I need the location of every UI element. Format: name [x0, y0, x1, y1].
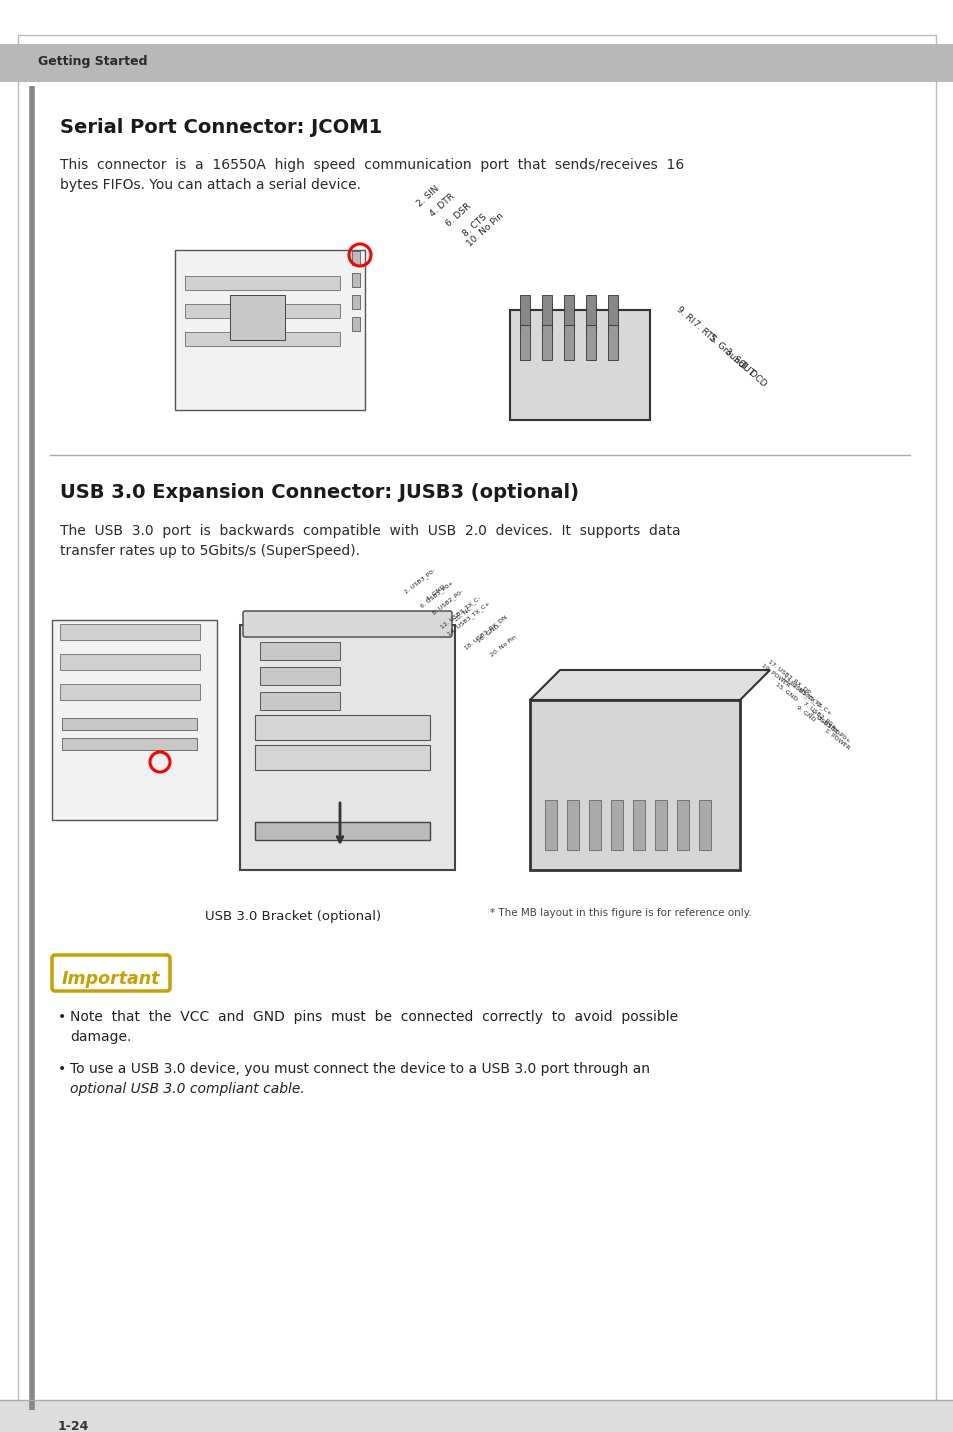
- Text: •: •: [58, 1010, 66, 1024]
- Bar: [60, 684, 200, 700]
- Text: The  USB  3.0  port  is  backwards  compatible  with  USB  2.0  devices.  It  su: The USB 3.0 port is backwards compatible…: [60, 524, 679, 538]
- Bar: [260, 642, 339, 660]
- Text: 14. USB3_TX_C+: 14. USB3_TX_C+: [446, 600, 491, 637]
- Bar: [254, 822, 430, 841]
- Text: 4. DTR: 4. DTR: [428, 192, 456, 218]
- Text: 6. DSR: 6. DSR: [444, 200, 473, 228]
- Text: 11. USB3_TX_C+: 11. USB3_TX_C+: [787, 679, 832, 716]
- Bar: [260, 667, 339, 684]
- Text: bytes FIFOs. You can attach a serial device.: bytes FIFOs. You can attach a serial dev…: [60, 178, 360, 192]
- Text: Note  that  the  VCC  and  GND  pins  must  be  connected  correctly  to  avoid : Note that the VCC and GND pins must be c…: [70, 1010, 678, 1024]
- Text: optional USB 3.0 compliant cable.: optional USB 3.0 compliant cable.: [70, 1083, 304, 1095]
- Bar: [254, 715, 430, 740]
- Text: 8. USB2_P0-: 8. USB2_P0-: [431, 589, 463, 616]
- Text: 3. SOUT: 3. SOUT: [722, 347, 755, 378]
- Bar: [352, 274, 359, 286]
- Bar: [699, 800, 710, 851]
- Bar: [60, 624, 200, 640]
- Text: 5. Ground: 5. Ground: [706, 334, 745, 369]
- Bar: [633, 800, 644, 851]
- Text: 16. GND: 16. GND: [476, 624, 499, 644]
- Bar: [62, 737, 196, 750]
- Text: 8. CTS: 8. CTS: [461, 212, 489, 238]
- Text: 10. NC: 10. NC: [453, 606, 473, 623]
- Text: 20. No Pin: 20. No Pin: [490, 634, 517, 657]
- Bar: [185, 332, 339, 347]
- Bar: [563, 325, 574, 359]
- Text: This  connector  is  a  16550A  high  speed  communication  port  that  sends/re: This connector is a 16550A high speed co…: [60, 158, 683, 172]
- Bar: [260, 692, 339, 710]
- Bar: [185, 304, 339, 318]
- Text: 4. GND: 4. GND: [425, 584, 446, 601]
- Text: 12. USB3_TX_C-: 12. USB3_TX_C-: [439, 596, 481, 630]
- Text: 10. No Pin: 10. No Pin: [464, 211, 504, 248]
- Bar: [0, 1400, 953, 1432]
- Bar: [519, 295, 530, 329]
- Text: 1. POWER: 1. POWER: [822, 727, 849, 750]
- Text: 7. RTS: 7. RTS: [690, 319, 718, 345]
- Text: 17. USB3_RX_DP: 17. USB3_RX_DP: [766, 659, 810, 695]
- Polygon shape: [530, 670, 769, 700]
- Bar: [541, 325, 552, 359]
- Bar: [544, 800, 557, 851]
- Text: USB 3.0 Expansion Connector: JUSB3 (optional): USB 3.0 Expansion Connector: JUSB3 (opti…: [60, 483, 578, 503]
- Text: 6. USB3_P0+: 6. USB3_P0+: [419, 580, 455, 609]
- Bar: [607, 295, 618, 329]
- Text: 3. USB3_P0+: 3. USB3_P0+: [815, 715, 850, 745]
- Text: 9. GND: 9. GND: [794, 705, 815, 723]
- Text: 2. SIN: 2. SIN: [415, 183, 440, 208]
- Text: 5. USB3_P0-: 5. USB3_P0-: [808, 709, 841, 737]
- Bar: [530, 700, 740, 871]
- Text: USB 3.0 Bracket (optional): USB 3.0 Bracket (optional): [205, 909, 381, 924]
- Bar: [585, 325, 596, 359]
- Bar: [563, 295, 574, 329]
- Bar: [240, 624, 455, 871]
- Text: 19. POWER: 19. POWER: [760, 663, 790, 687]
- Bar: [510, 309, 649, 420]
- Bar: [655, 800, 666, 851]
- Text: * The MB layout in this figure is for reference only.: * The MB layout in this figure is for re…: [490, 908, 751, 918]
- Text: 1-24: 1-24: [58, 1421, 90, 1432]
- Text: 7. USB2_P0+: 7. USB2_P0+: [801, 700, 837, 730]
- Bar: [541, 295, 552, 329]
- Bar: [352, 295, 359, 309]
- Bar: [52, 620, 216, 821]
- Text: damage.: damage.: [70, 1030, 132, 1044]
- Bar: [174, 251, 365, 410]
- Text: •: •: [58, 1063, 66, 1075]
- Bar: [62, 717, 196, 730]
- Bar: [610, 800, 622, 851]
- Bar: [352, 251, 359, 265]
- Bar: [588, 800, 600, 851]
- Text: 15. GND: 15. GND: [773, 682, 797, 702]
- Bar: [185, 276, 339, 291]
- Bar: [60, 654, 200, 670]
- Text: Getting Started: Getting Started: [38, 54, 148, 67]
- Text: Serial Port Connector: JCOM1: Serial Port Connector: JCOM1: [60, 117, 382, 137]
- Text: Important: Important: [62, 969, 160, 988]
- FancyBboxPatch shape: [243, 611, 452, 637]
- Bar: [585, 295, 596, 329]
- Text: To use a USB 3.0 device, you must connect the device to a USB 3.0 port through a: To use a USB 3.0 device, you must connec…: [70, 1063, 649, 1075]
- Text: transfer rates up to 5Gbits/s (SuperSpeed).: transfer rates up to 5Gbits/s (SuperSpee…: [60, 544, 359, 558]
- Bar: [0, 44, 953, 82]
- Bar: [352, 316, 359, 331]
- Bar: [677, 800, 688, 851]
- Text: 9. RI: 9. RI: [675, 305, 696, 325]
- Text: 2. USB3_P0-: 2. USB3_P0-: [403, 567, 436, 596]
- Bar: [566, 800, 578, 851]
- Text: 18. USB3_RX_DN: 18. USB3_RX_DN: [463, 614, 509, 652]
- Bar: [230, 295, 285, 339]
- Bar: [254, 745, 430, 770]
- Text: 1. DCD: 1. DCD: [739, 361, 767, 388]
- Bar: [519, 325, 530, 359]
- Bar: [607, 325, 618, 359]
- Text: 13. USB3_TX_C-: 13. USB3_TX_C-: [781, 674, 822, 709]
